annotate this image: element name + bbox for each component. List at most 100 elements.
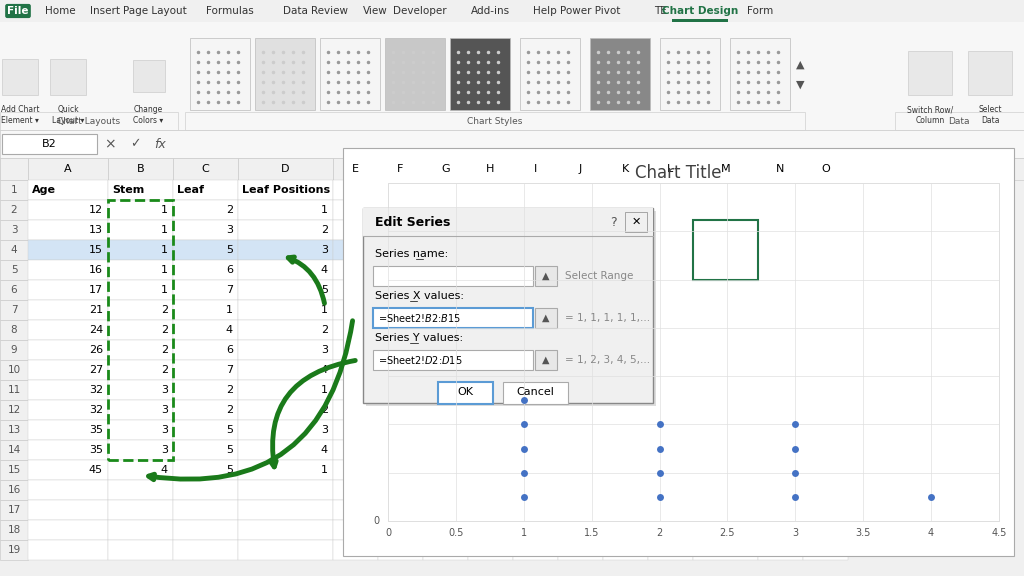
- Bar: [378, 500, 423, 520]
- Bar: [28, 400, 108, 420]
- Bar: [173, 420, 238, 440]
- Bar: [803, 200, 848, 220]
- Text: 3: 3: [321, 345, 328, 355]
- Bar: [0, 340, 28, 360]
- Bar: [238, 180, 333, 200]
- Bar: [558, 360, 603, 380]
- Text: 3: 3: [161, 425, 168, 435]
- Text: 35: 35: [89, 445, 103, 455]
- Bar: [758, 440, 803, 460]
- Bar: [0, 420, 28, 440]
- Text: 45: 45: [89, 465, 103, 475]
- Bar: [513, 440, 558, 460]
- Bar: [108, 540, 173, 560]
- Text: 10: 10: [7, 365, 20, 375]
- Text: 13: 13: [89, 225, 103, 235]
- Bar: [693, 320, 758, 340]
- Bar: [468, 540, 513, 560]
- Bar: [558, 240, 603, 260]
- Bar: [423, 180, 468, 200]
- Bar: [803, 480, 848, 500]
- Bar: [908, 51, 952, 95]
- Text: Cancel: Cancel: [516, 387, 554, 397]
- Bar: [693, 180, 758, 200]
- Text: 1: 1: [161, 285, 168, 295]
- Bar: [238, 440, 333, 460]
- Bar: [366, 211, 656, 406]
- Bar: [803, 340, 848, 360]
- Bar: [468, 360, 513, 380]
- Text: 3: 3: [161, 405, 168, 415]
- Text: 7: 7: [226, 285, 233, 295]
- Text: Help: Help: [534, 6, 557, 16]
- Bar: [603, 400, 648, 420]
- Bar: [0, 320, 28, 340]
- Bar: [0, 260, 28, 280]
- Bar: [648, 540, 693, 560]
- Bar: [693, 158, 758, 180]
- Bar: [648, 320, 693, 340]
- Bar: [803, 380, 848, 400]
- Text: 6: 6: [10, 285, 17, 295]
- Text: C: C: [202, 164, 209, 174]
- Text: 24: 24: [89, 325, 103, 335]
- Text: ▲: ▲: [543, 313, 550, 323]
- Bar: [333, 500, 378, 520]
- Bar: [173, 400, 238, 420]
- Bar: [238, 340, 333, 360]
- Bar: [468, 320, 513, 340]
- Text: Power Pivot: Power Pivot: [560, 6, 621, 16]
- Bar: [558, 520, 603, 540]
- Bar: [333, 540, 378, 560]
- Bar: [423, 480, 468, 500]
- Bar: [513, 480, 558, 500]
- Text: Data: Data: [283, 6, 307, 16]
- Text: 15: 15: [89, 245, 103, 255]
- Text: Chart Layouts: Chart Layouts: [57, 116, 121, 126]
- Bar: [28, 320, 108, 340]
- Text: 6: 6: [226, 265, 233, 275]
- Bar: [758, 520, 803, 540]
- Bar: [758, 158, 803, 180]
- Bar: [648, 420, 693, 440]
- Bar: [803, 420, 848, 440]
- Bar: [758, 260, 803, 280]
- Text: 18: 18: [7, 525, 20, 535]
- Text: 15: 15: [7, 465, 20, 475]
- Text: Chart Title: Chart Title: [635, 164, 722, 182]
- Text: ▼: ▼: [796, 80, 804, 90]
- Bar: [468, 400, 513, 420]
- Bar: [378, 260, 423, 280]
- Text: I: I: [534, 164, 538, 174]
- Bar: [535, 308, 557, 328]
- Bar: [513, 300, 558, 320]
- Text: ▲: ▲: [796, 60, 804, 70]
- Bar: [378, 480, 423, 500]
- Text: Page Layout: Page Layout: [123, 6, 186, 16]
- Bar: [758, 360, 803, 380]
- Bar: [173, 380, 238, 400]
- Bar: [378, 240, 423, 260]
- Text: Select Range: Select Range: [565, 271, 634, 281]
- Bar: [378, 420, 423, 440]
- Bar: [558, 380, 603, 400]
- Bar: [648, 220, 693, 240]
- Bar: [333, 520, 378, 540]
- Bar: [693, 520, 758, 540]
- Bar: [803, 260, 848, 280]
- Text: B2: B2: [42, 139, 56, 149]
- Bar: [468, 480, 513, 500]
- Bar: [108, 200, 173, 460]
- Bar: [468, 280, 513, 300]
- Bar: [648, 440, 693, 460]
- Bar: [238, 420, 333, 440]
- Bar: [108, 158, 173, 180]
- Text: Formulas: Formulas: [206, 6, 254, 16]
- Bar: [758, 400, 803, 420]
- Text: F: F: [397, 164, 403, 174]
- Text: ×: ×: [104, 137, 116, 151]
- Text: 2.5: 2.5: [720, 528, 735, 538]
- Text: 1: 1: [161, 265, 168, 275]
- Text: 17: 17: [7, 505, 20, 515]
- Bar: [0, 540, 28, 560]
